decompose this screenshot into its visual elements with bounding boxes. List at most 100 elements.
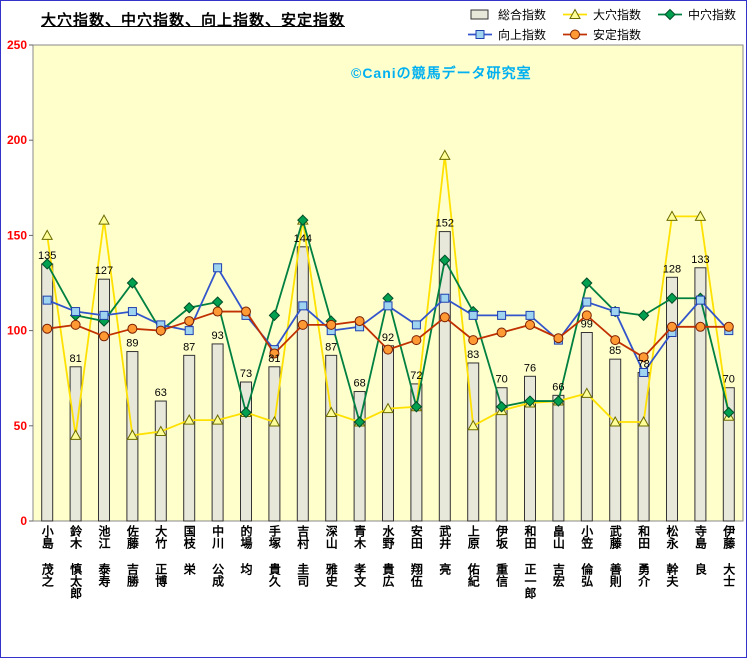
bar-value-label: 85 xyxy=(609,345,621,357)
bar-legend-icon xyxy=(470,9,489,20)
marker-triangle xyxy=(569,8,581,19)
marker-triangle xyxy=(438,149,451,160)
bar-value-label: 70 xyxy=(723,374,735,386)
x-axis-label: 小島 茂之 xyxy=(40,525,55,587)
bar-value-label: 72 xyxy=(410,370,422,382)
marker-diamond xyxy=(524,395,536,407)
bar xyxy=(353,391,366,522)
x-axis-label: 水野 貴広 xyxy=(381,525,395,587)
marker-circle xyxy=(297,319,308,330)
x-axis-label: 池江 泰寿 xyxy=(97,525,111,587)
marker-triangle xyxy=(666,210,678,221)
bar-value-label: 92 xyxy=(382,332,394,344)
x-axis-label: 寺島 良 xyxy=(693,525,708,575)
x-axis-label: 松永 幹夫 xyxy=(665,525,679,587)
y-axis-label: 150 xyxy=(7,228,27,242)
marker-square xyxy=(411,320,421,330)
bar xyxy=(69,366,82,522)
marker-square xyxy=(99,310,109,320)
marker-circle xyxy=(553,333,564,344)
bar xyxy=(666,276,678,522)
bar-value-label: 78 xyxy=(637,358,649,370)
marker-circle xyxy=(581,310,592,321)
marker-circle xyxy=(383,344,393,355)
x-axis-label: 小笠 倫弘 xyxy=(579,525,594,587)
marker-square xyxy=(298,301,308,311)
marker-diamond xyxy=(126,277,139,289)
marker-diamond xyxy=(666,292,678,304)
marker-square xyxy=(695,295,705,305)
y-axis-label: 200 xyxy=(7,133,27,147)
marker-triangle xyxy=(694,210,707,221)
x-axis-label: 安田 翔伍 xyxy=(409,525,424,587)
marker-diamond xyxy=(552,395,565,407)
bar xyxy=(467,362,480,522)
legend-item: 向上指数 xyxy=(467,26,546,43)
bar-value-label: 70 xyxy=(495,374,507,386)
marker-circle xyxy=(184,316,195,327)
marker-triangle xyxy=(154,425,167,437)
bar-value-label: 128 xyxy=(663,263,681,275)
marker-square xyxy=(610,307,620,317)
marker-square xyxy=(582,297,592,307)
bar xyxy=(524,375,536,522)
marker-square xyxy=(440,293,450,303)
y-axis-label: 0 xyxy=(20,514,27,528)
x-axis-label: 伊藤 大士 xyxy=(721,525,736,587)
bar-value-label: 63 xyxy=(155,387,167,399)
marker-diamond xyxy=(240,406,252,419)
bar xyxy=(410,383,423,522)
marker-circle xyxy=(569,29,580,40)
x-axis-label: 上原 佑紀 xyxy=(466,525,481,587)
bar xyxy=(296,246,309,522)
x-axis-label: 国枝 栄 xyxy=(182,525,197,575)
marker-square xyxy=(639,367,649,377)
y-axis-label: 100 xyxy=(7,324,27,338)
marker-triangle xyxy=(467,419,480,431)
bar xyxy=(325,354,338,522)
bar-value-label: 144 xyxy=(294,233,312,245)
marker-triangle xyxy=(637,415,650,427)
bar-value-label: 87 xyxy=(325,341,337,353)
x-axis-label: 中川 公成 xyxy=(210,525,225,587)
bar-value-label: 87 xyxy=(183,341,195,353)
marker-diamond xyxy=(41,258,53,270)
marker-circle xyxy=(241,306,251,317)
marker-triangle xyxy=(41,229,54,240)
marker-circle xyxy=(411,335,422,346)
x-axis-label: 和田 勇介 xyxy=(636,525,651,587)
x-axis-label: 鈴木 慎太郎 xyxy=(68,525,83,599)
marker-circle xyxy=(127,323,138,334)
x-axis-label: 武藤 善則 xyxy=(608,525,623,587)
bar-value-label: 93 xyxy=(211,330,223,342)
marker-square xyxy=(71,307,81,317)
marker-triangle xyxy=(69,429,82,440)
bar-value-label: 89 xyxy=(126,338,138,350)
marker-square xyxy=(184,326,194,336)
legend-label: 中穴指数 xyxy=(687,8,736,22)
bar xyxy=(240,381,252,522)
marker-circle xyxy=(496,327,507,338)
marker-circle xyxy=(326,319,337,330)
bar-value-label: 68 xyxy=(353,378,365,390)
marker-circle xyxy=(610,335,621,346)
legend: 総合指数 大穴指数 中穴指数 向上指数 安定指数 xyxy=(467,6,736,43)
bar-swatch xyxy=(470,9,489,20)
bar xyxy=(722,387,735,522)
bar xyxy=(438,231,451,522)
marker-triangle xyxy=(98,214,110,225)
x-axis-label: 和田 正一郎 xyxy=(523,525,537,599)
legend-item: 中穴指数 xyxy=(657,6,736,23)
bar xyxy=(154,400,167,522)
marker-circle xyxy=(354,316,365,327)
legend-label: 総合指数 xyxy=(497,8,546,22)
marker-triangle xyxy=(382,402,394,414)
bar xyxy=(495,387,508,522)
marker-circle xyxy=(723,321,734,332)
x-axis-label: 青木 孝文 xyxy=(352,525,367,587)
square-marker-icon xyxy=(467,30,492,39)
marker-circle xyxy=(42,323,53,334)
x-axis-label: 大竹 正博 xyxy=(153,525,168,587)
marker-circle xyxy=(525,319,535,330)
